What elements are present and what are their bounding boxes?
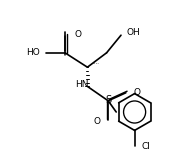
Text: OH: OH	[127, 28, 140, 37]
Text: ····: ····	[92, 61, 99, 67]
Text: Cl: Cl	[142, 142, 151, 151]
Text: O: O	[75, 30, 82, 39]
Text: HN: HN	[75, 80, 89, 89]
Text: O: O	[133, 88, 140, 97]
Text: HO: HO	[26, 48, 39, 57]
Text: S: S	[105, 96, 111, 105]
Text: O: O	[94, 117, 101, 126]
